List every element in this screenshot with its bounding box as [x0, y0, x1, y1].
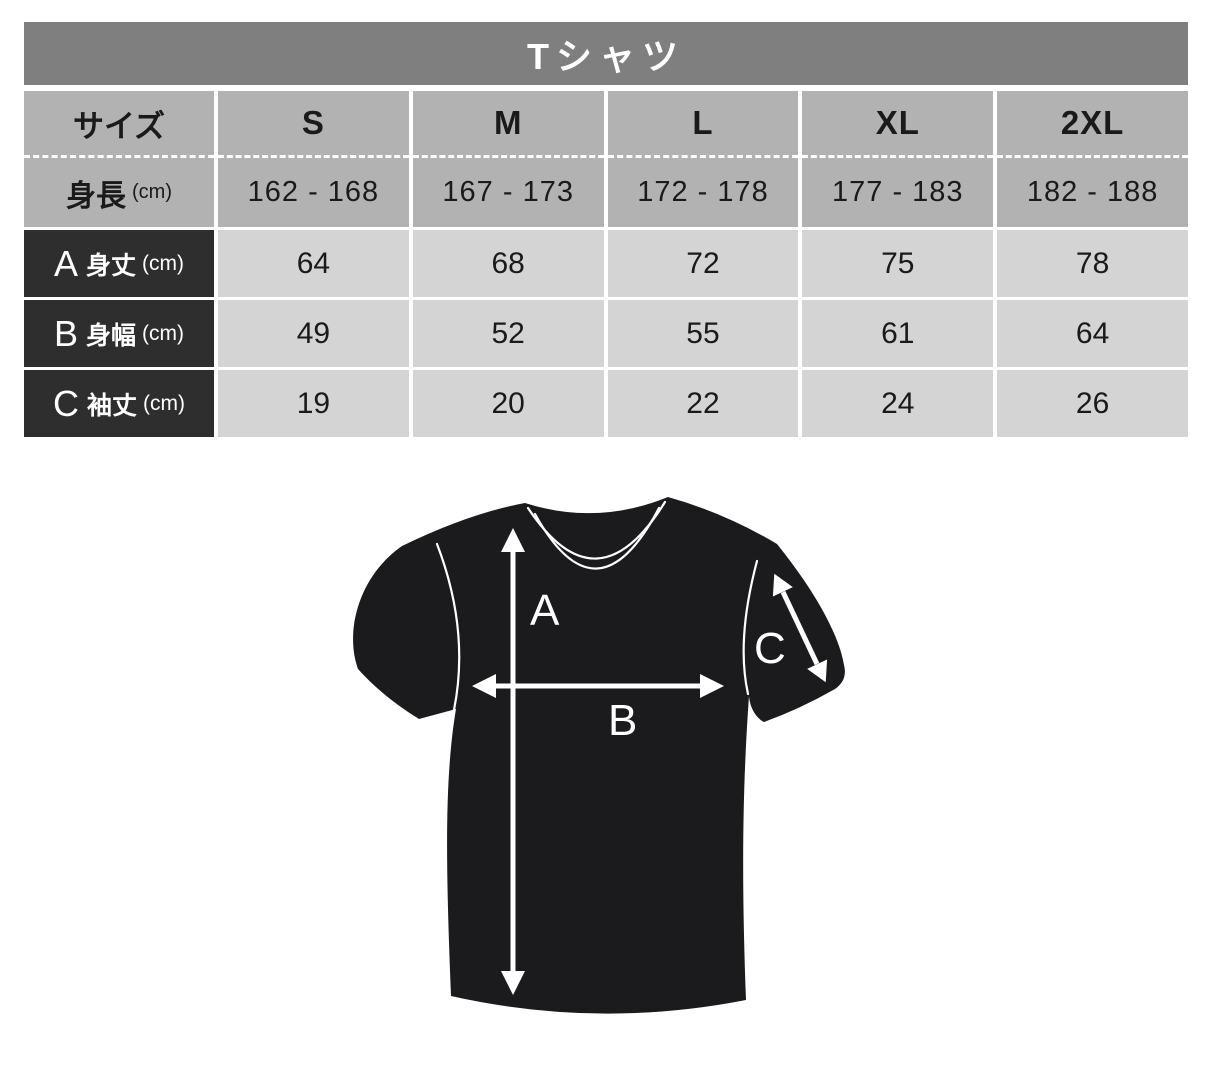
height-value-xl: 177 - 183 — [802, 158, 994, 227]
size-option-xl: XL — [802, 91, 994, 158]
arrow-b — [472, 674, 724, 698]
tshirt-silhouette — [353, 497, 845, 1014]
body-length-value-xl: 75 — [802, 230, 994, 297]
sleeve-length-row-header: C 袖丈 (cm) — [24, 370, 214, 437]
size-option-s: S — [218, 91, 409, 158]
arrow-a-head-top — [501, 528, 525, 552]
body-width-label: 身幅 — [86, 321, 137, 350]
table-title: Tシャツ — [527, 35, 685, 77]
body-width-value-2xl: 64 — [997, 300, 1188, 367]
arrow-b-head-left — [472, 674, 496, 698]
sleeve-length-value-m: 20 — [412, 370, 604, 437]
body-length-value-l: 72 — [607, 230, 799, 297]
body-width-value-xl: 61 — [802, 300, 994, 367]
tshirt-measurement-diagram: A B C — [353, 497, 845, 1014]
arrow-b-head-right — [700, 674, 724, 698]
arrow-c-head-bottom — [807, 659, 828, 683]
body-width-row: B 身幅 (cm) 49 52 55 61 64 — [24, 300, 1188, 367]
sleeve-length-row: C 袖丈 (cm) 19 20 22 24 26 — [24, 370, 1188, 437]
collar-inner-line — [533, 506, 661, 570]
body-width-unit: (cm) — [142, 321, 184, 345]
height-row: 身長 (cm) 162 - 168 167 - 173 172 - 178 17… — [24, 158, 1188, 227]
height-value-2xl: 182 - 188 — [997, 158, 1188, 227]
diagram-label-b: B — [608, 696, 637, 745]
body-width-value-m: 52 — [412, 300, 604, 367]
height-value-s: 162 - 168 — [218, 158, 409, 227]
size-column-header: サイズ — [24, 91, 214, 158]
left-sleeve-seam — [435, 542, 461, 712]
diagram-label-a: A — [530, 586, 560, 635]
size-table: Tシャツ サイズ S M L XL 2XL 身長 (cm) 162 - 168 … — [24, 22, 1188, 437]
diagram-label-c: C — [754, 624, 786, 673]
height-row-header: 身長 (cm) — [24, 158, 214, 227]
body-width-value-l: 55 — [607, 300, 799, 367]
arrow-c — [772, 573, 828, 683]
height-label: 身長 — [66, 179, 126, 213]
arrow-c-head-top — [772, 573, 793, 597]
right-sleeve-seam — [742, 559, 759, 696]
size-option-l: L — [607, 91, 799, 158]
body-length-value-m: 68 — [412, 230, 604, 297]
body-length-value-s: 64 — [218, 230, 409, 297]
arrow-a-head-bottom — [501, 971, 525, 995]
height-value-l: 172 - 178 — [607, 158, 799, 227]
sleeve-length-value-s: 19 — [218, 370, 409, 437]
size-header-row: サイズ S M L XL 2XL — [24, 91, 1188, 158]
sleeve-length-key: C — [53, 382, 79, 424]
body-width-value-s: 49 — [218, 300, 409, 367]
body-length-row-header: A 身丈 (cm) — [24, 230, 214, 297]
body-width-row-header: B 身幅 (cm) — [24, 300, 214, 367]
sleeve-length-label: 袖丈 — [87, 391, 138, 420]
height-unit: (cm) — [132, 181, 172, 203]
body-length-key: A — [53, 242, 78, 284]
sleeve-length-value-2xl: 26 — [997, 370, 1188, 437]
arrow-c-line — [780, 590, 820, 666]
arrow-a — [501, 528, 525, 995]
sleeve-length-unit: (cm) — [143, 391, 185, 415]
size-option-m: M — [412, 91, 604, 158]
body-length-row: A 身丈 (cm) 64 68 72 75 78 — [24, 230, 1188, 297]
body-length-unit: (cm) — [142, 251, 184, 275]
body-width-key: B — [53, 312, 78, 354]
height-value-m: 167 - 173 — [412, 158, 604, 227]
size-option-2xl: 2XL — [997, 91, 1188, 158]
sleeve-length-value-l: 22 — [607, 370, 799, 437]
sleeve-length-value-xl: 24 — [802, 370, 994, 437]
body-length-value-2xl: 78 — [997, 230, 1188, 297]
table-title-bar: Tシャツ — [24, 22, 1188, 85]
body-length-label: 身丈 — [86, 251, 137, 280]
size-header-label: サイズ — [72, 108, 166, 144]
